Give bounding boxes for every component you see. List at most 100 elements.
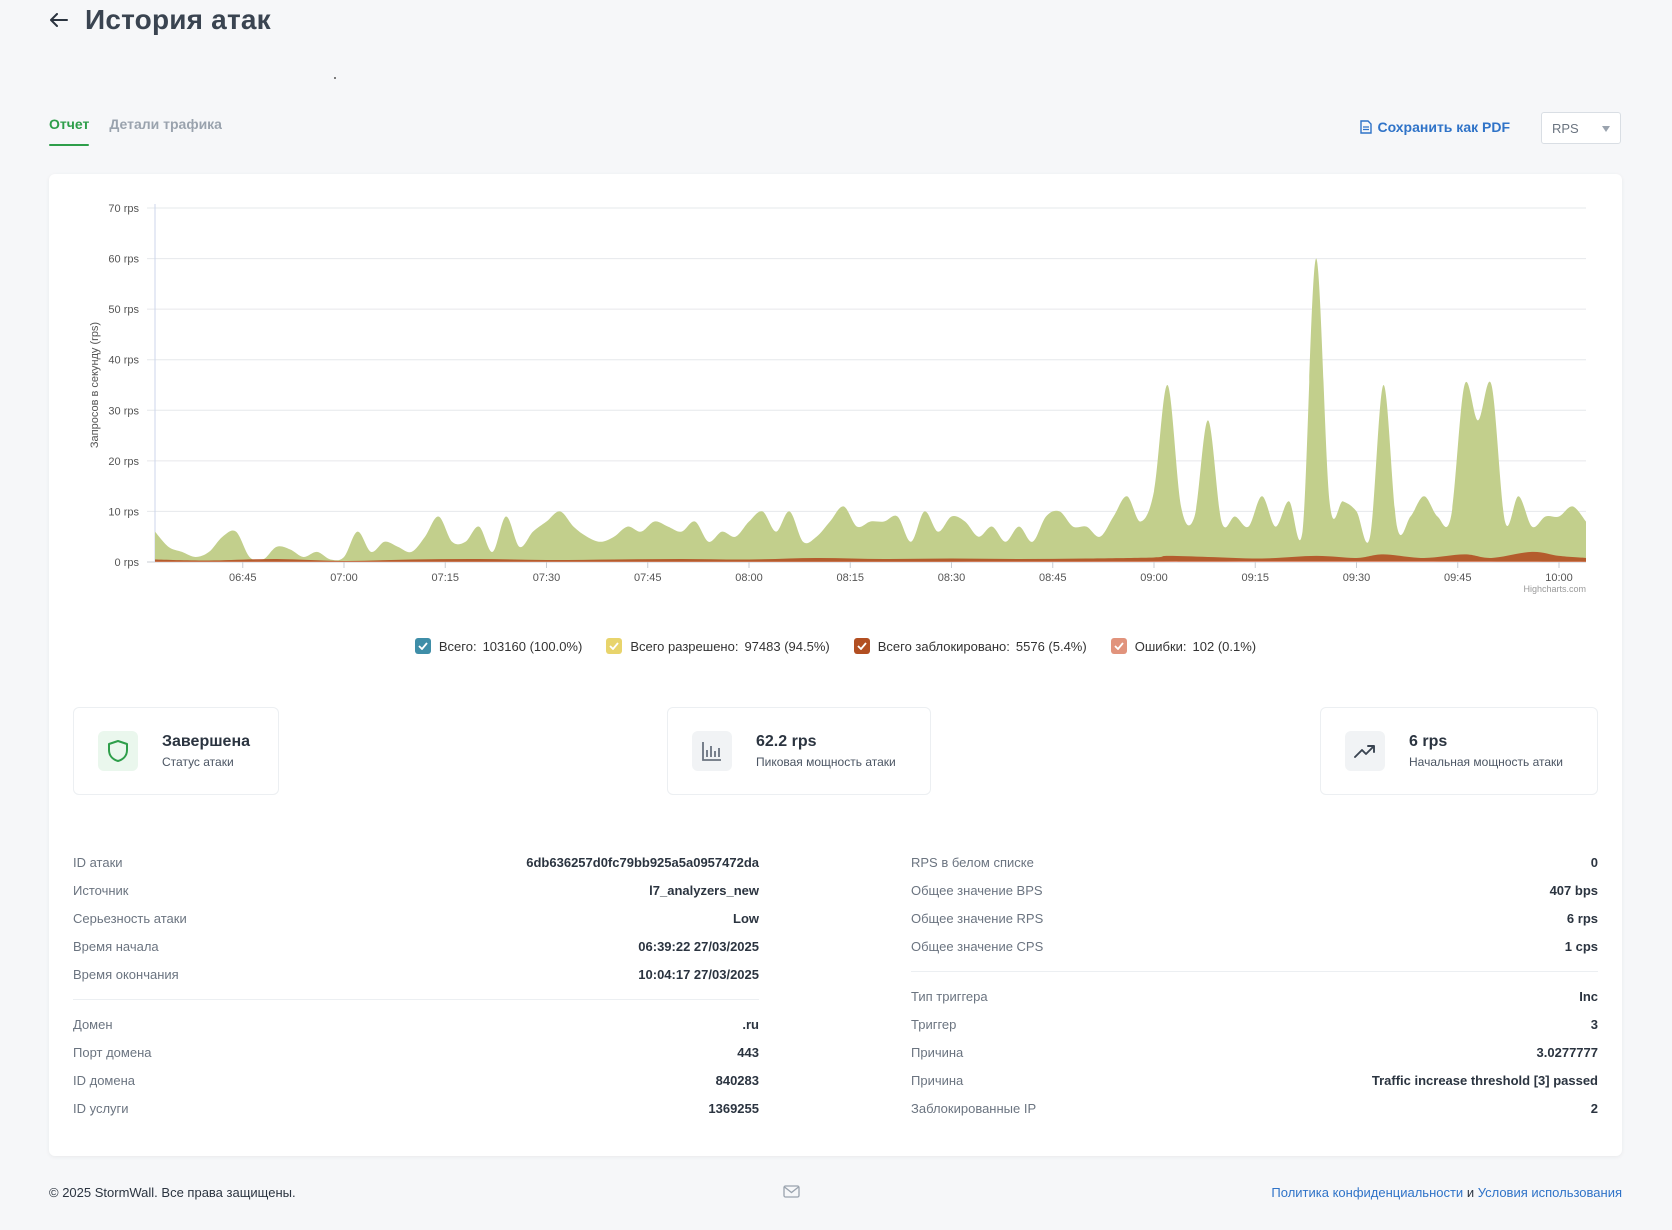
- detail-label: Причина: [911, 1073, 964, 1088]
- legend-item-errors[interactable]: Ошибки: 102 (0.1%): [1110, 638, 1257, 654]
- detail-label: Общее значение BPS: [911, 883, 1043, 898]
- x-tick-label: 08:15: [836, 572, 864, 584]
- detail-row: Общее значение CPS 1 cps: [911, 933, 1598, 961]
- details-right: RPS в белом списке 0 Общее значение BPS 40…: [911, 849, 1598, 1123]
- tab-report[interactable]: Отчет: [49, 116, 90, 146]
- legend-name: Всего заблокировано:: [877, 638, 1010, 654]
- tab-traffic-details[interactable]: Детали трафика: [109, 116, 222, 132]
- stat-status: Завершена Статус атаки: [73, 707, 279, 795]
- detail-value: 2: [1590, 1101, 1598, 1116]
- legend-name: Всего разрешено:: [630, 638, 739, 654]
- detail-label: ID домена: [73, 1073, 136, 1088]
- document-icon: [1360, 120, 1373, 134]
- detail-label: Порт домена: [73, 1045, 152, 1060]
- stat-initial-label: Начальная мощность атаки: [1409, 755, 1563, 769]
- legend-value: 103160 (100.0%): [482, 638, 583, 654]
- privacy-link[interactable]: Политика конфиденциальности: [1271, 1185, 1464, 1200]
- detail-label: Время начала: [73, 939, 159, 954]
- detail-row: Тип триггера Inc: [911, 983, 1598, 1011]
- divider: [911, 971, 1598, 972]
- detail-label: Общее значение CPS: [911, 939, 1044, 954]
- detail-row: ID домена 840283: [73, 1067, 759, 1095]
- terms-link[interactable]: Условия использования: [1477, 1185, 1622, 1200]
- detail-label: Домен: [73, 1017, 113, 1032]
- footer-and: и: [1463, 1185, 1478, 1200]
- detail-row: Общее значение RPS 6 rps: [911, 905, 1598, 933]
- detail-label: Серьезность атаки: [73, 911, 187, 926]
- y-tick-label: 50 rps: [108, 304, 139, 316]
- detail-row: Время начала 06:39:22 27/03/2025: [73, 933, 759, 961]
- x-tick-label: 07:30: [533, 572, 561, 584]
- series-area: [155, 258, 1586, 562]
- x-tick-label: 08:45: [1039, 572, 1067, 584]
- legend-item-total[interactable]: Всего: 103160 (100.0%): [414, 638, 583, 654]
- back-arrow-icon[interactable]: [49, 10, 69, 30]
- divider: [73, 999, 759, 1000]
- detail-value: Inc: [1579, 989, 1598, 1004]
- x-tick-label: 07:00: [330, 572, 358, 584]
- detail-label: Заблокированные IP: [911, 1101, 1037, 1116]
- detail-row: ID атаки 6db636257d0fc79bb925a5a0957472da: [73, 849, 759, 877]
- detail-row: Источник l7_analyzers_new: [73, 877, 759, 905]
- detail-label: Время окончания: [73, 967, 179, 982]
- dot-marker: [334, 77, 336, 79]
- x-tick-label: 09:45: [1444, 572, 1472, 584]
- detail-row: Причина Traffic increase threshold [3] pa…: [911, 1067, 1598, 1095]
- x-tick-label: 06:45: [229, 572, 257, 584]
- detail-label: ID атаки: [73, 855, 123, 870]
- series-area: [155, 551, 1586, 562]
- y-tick-label: 20 rps: [108, 456, 139, 468]
- stat-initial-value: 6 rps: [1409, 733, 1448, 750]
- chart-legend: Всего: 103160 (100.0%) Всего разрешено: …: [49, 638, 1622, 654]
- x-tick-label: 09:30: [1343, 572, 1371, 584]
- checkbox-checked-icon[interactable]: [853, 638, 870, 654]
- stat-initial: 6 rps Начальная мощность атаки: [1320, 707, 1598, 795]
- detail-label: Источник: [73, 883, 129, 898]
- detail-value: Traffic increase threshold [3] passed: [1371, 1073, 1598, 1088]
- detail-value: 1 cps: [1564, 939, 1598, 954]
- caret-down-icon: [1602, 126, 1610, 132]
- detail-value: 3: [1590, 1017, 1598, 1032]
- detail-value: 443: [737, 1045, 759, 1060]
- y-axis-title: Запросов в секунду (rps): [89, 322, 101, 448]
- detail-label: Причина: [911, 1045, 964, 1060]
- detail-value: 06:39:22 27/03/2025: [638, 939, 759, 954]
- unit-select[interactable]: RPS: [1541, 112, 1621, 144]
- detail-label: Общее значение RPS: [911, 911, 1044, 926]
- checkbox-checked-icon[interactable]: [1110, 638, 1127, 654]
- x-tick-label: 09:00: [1140, 572, 1168, 584]
- detail-row: Общее значение BPS 407 bps: [911, 877, 1598, 905]
- details-left: ID атаки 6db636257d0fc79bb925a5a0957472da…: [73, 849, 759, 1123]
- legend-item-allowed[interactable]: Всего разрешено: 97483 (94.5%): [606, 638, 830, 654]
- save-pdf-button[interactable]: Сохранить как PDF: [1360, 119, 1510, 135]
- detail-value: 0: [1590, 855, 1598, 870]
- stat-peak-value: 62.2 rps: [756, 733, 817, 750]
- page-title: История атак: [85, 4, 271, 35]
- stat-status-label: Статус атаки: [162, 755, 234, 769]
- detail-value: 1369255: [708, 1101, 759, 1116]
- x-tick-label: 09:15: [1241, 572, 1269, 584]
- checkbox-checked-icon[interactable]: [414, 638, 431, 654]
- x-tick-label: 08:00: [735, 572, 763, 584]
- bar-chart-icon: [692, 731, 732, 771]
- legend-item-blocked[interactable]: Всего заблокировано: 5576 (5.4%): [853, 638, 1087, 654]
- legend-value: 102 (0.1%): [1192, 638, 1257, 654]
- trending-up-icon: [1345, 731, 1385, 771]
- detail-row: Триггер 3: [911, 1011, 1598, 1039]
- series-area: [155, 560, 1586, 562]
- detail-value: 3.0277777: [1536, 1045, 1598, 1060]
- detail-row: Время окончания 10:04:17 27/03/2025: [73, 961, 759, 989]
- detail-value: .ru: [742, 1017, 759, 1032]
- mail-icon[interactable]: [783, 1185, 800, 1201]
- detail-row: Порт домена 443: [73, 1039, 759, 1067]
- detail-label: Триггер: [911, 1017, 957, 1032]
- y-tick-label: 0 rps: [115, 557, 140, 569]
- detail-row: Серьезность атаки Low: [73, 905, 759, 933]
- traffic-chart: 0 rps 10 rps 20 rps 30 rps 40 rps 50 rps 60 rp…: [89, 203, 1586, 594]
- stat-peak: 62.2 rps Пиковая мощность атаки: [667, 707, 931, 795]
- y-tick-label: 10 rps: [108, 506, 139, 518]
- legend-name: Всего:: [438, 638, 477, 654]
- checkbox-checked-icon[interactable]: [606, 638, 623, 654]
- detail-value: l7_analyzers_new: [649, 883, 759, 898]
- detail-row: Причина 3.0277777: [911, 1039, 1598, 1067]
